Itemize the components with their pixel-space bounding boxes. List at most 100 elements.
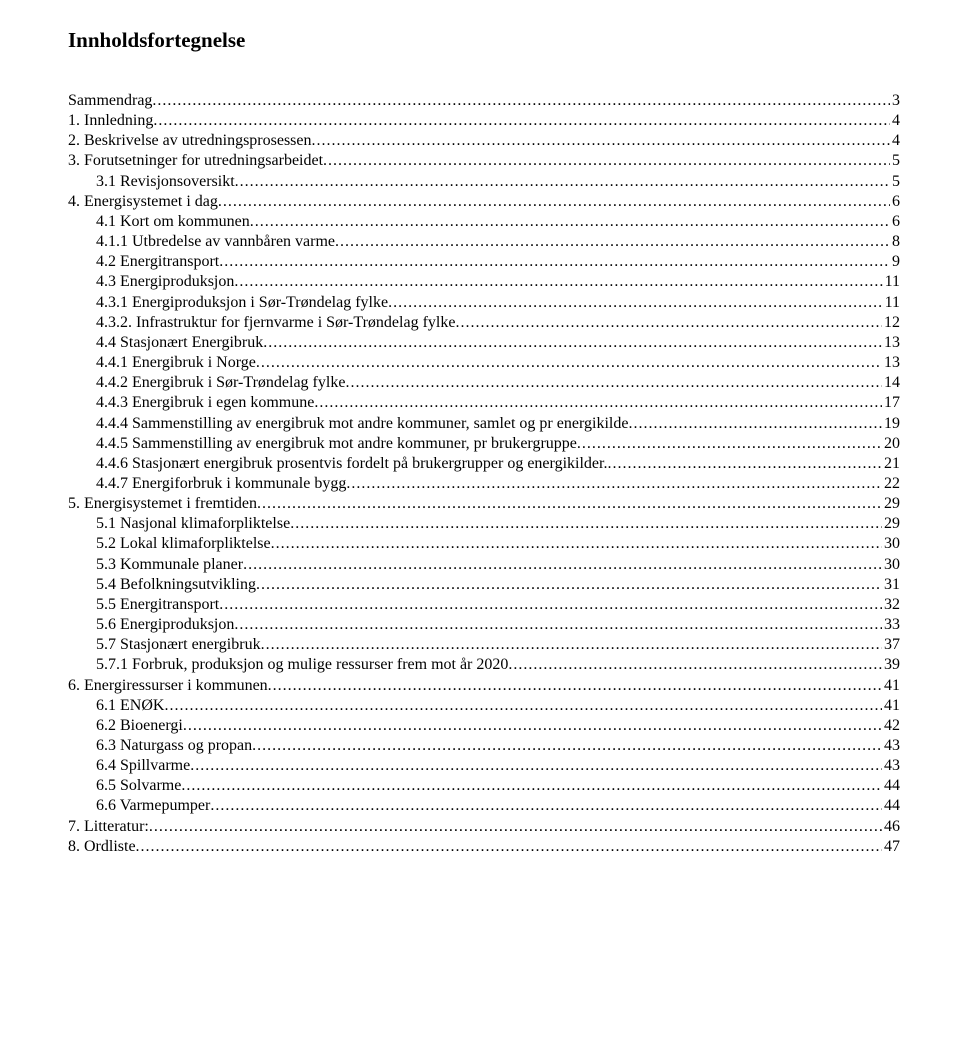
toc-leader-dots xyxy=(234,615,882,635)
toc-entry-label: 4.1.1 Utbredelse av vannbåren varme xyxy=(96,232,335,252)
toc-entry-label: Sammendrag xyxy=(68,91,152,111)
toc-leader-dots xyxy=(183,716,882,736)
toc-leader-dots xyxy=(268,676,882,696)
toc-entry: 4.1.1 Utbredelse av vannbåren varme8 xyxy=(68,232,900,252)
toc-entry-label: 4.4.1 Energibruk i Norge xyxy=(96,353,256,373)
toc-entry-page: 46 xyxy=(882,817,900,837)
toc-leader-dots xyxy=(149,817,882,837)
toc-entry: 5.4 Befolkningsutvikling31 xyxy=(68,575,900,595)
toc-leader-dots xyxy=(164,696,882,716)
toc-entry: 4.3.1 Energiproduksjon i Sør-Trøndelag f… xyxy=(68,293,900,313)
toc-entry-label: 4.3 Energiproduksjon xyxy=(96,272,234,292)
toc-leader-dots xyxy=(190,756,882,776)
toc-leader-dots xyxy=(257,494,882,514)
toc-entry: 6. Energiressurser i kommunen 41 xyxy=(68,676,900,696)
toc-leader-dots xyxy=(290,514,882,534)
toc-entry-label: 4.4.4 Sammenstilling av energibruk mot a… xyxy=(96,414,628,434)
toc-entry-label: 6.1 ENØK xyxy=(96,696,164,716)
toc-entry: 4.4.1 Energibruk i Norge13 xyxy=(68,353,900,373)
toc-entry-page: 29 xyxy=(882,494,900,514)
toc-leader-dots xyxy=(256,353,882,373)
toc-entry-label: 4.2 Energitransport xyxy=(96,252,219,272)
toc-entry: 5.5 Energitransport32 xyxy=(68,595,900,615)
toc-entry-label: 6.6 Varmepumper xyxy=(96,796,210,816)
toc-entry: 1. Innledning4 xyxy=(68,111,900,131)
toc-entry-page: 11 xyxy=(883,272,900,292)
toc-entry-page: 14 xyxy=(882,373,900,393)
toc-entry: 6.1 ENØK 41 xyxy=(68,696,900,716)
toc-entry: 4.4.2 Energibruk i Sør-Trøndelag fylke 14 xyxy=(68,373,900,393)
toc-entry-page: 42 xyxy=(882,716,900,736)
toc-leader-dots xyxy=(335,232,890,252)
toc-entry: 5.6 Energiproduksjon 33 xyxy=(68,615,900,635)
toc-entry-label: 2. Beskrivelse av utredningsprosessen xyxy=(68,131,312,151)
toc-entry-label: 4. Energisystemet i dag xyxy=(68,192,218,212)
toc-entry: 6.4 Spillvarme43 xyxy=(68,756,900,776)
toc-entry: 3. Forutsetninger for utredningsarbeidet… xyxy=(68,151,900,171)
toc-leader-dots xyxy=(508,655,882,675)
toc-entry-label: 5.4 Befolkningsutvikling xyxy=(96,575,256,595)
toc-entry-page: 29 xyxy=(882,514,900,534)
toc-leader-dots xyxy=(152,91,890,111)
toc-entry: 4.2 Energitransport 9 xyxy=(68,252,900,272)
toc-leader-dots xyxy=(261,635,882,655)
toc-entry: 6.3 Naturgass og propan 43 xyxy=(68,736,900,756)
toc-leader-dots xyxy=(607,454,882,474)
toc-entry-label: 6.4 Spillvarme xyxy=(96,756,190,776)
toc-entry-page: 39 xyxy=(882,655,900,675)
toc-entry: 5.1 Nasjonal klimaforpliktelse29 xyxy=(68,514,900,534)
toc-entry: 6.2 Bioenergi 42 xyxy=(68,716,900,736)
toc-entry-label: 5.7 Stasjonært energibruk xyxy=(96,635,261,655)
toc-entry-page: 19 xyxy=(882,414,900,434)
toc-leader-dots xyxy=(235,172,890,192)
toc-entry: 5.2 Lokal klimaforpliktelse30 xyxy=(68,534,900,554)
toc-entry-page: 37 xyxy=(882,635,900,655)
toc-leader-dots xyxy=(181,776,882,796)
toc-entry: 5. Energisystemet i fremtiden29 xyxy=(68,494,900,514)
toc-entry-label: 5.2 Lokal klimaforpliktelse xyxy=(96,534,271,554)
toc-entry-page: 43 xyxy=(882,736,900,756)
toc-leader-dots xyxy=(234,272,882,292)
toc-entry: 4.4.7 Energiforbruk i kommunale bygg22 xyxy=(68,474,900,494)
toc-entry-label: 4.1 Kort om kommunen xyxy=(96,212,250,232)
toc-entry: 5.7.1 Forbruk, produksjon og mulige ress… xyxy=(68,655,900,675)
toc-entry-label: 6. Energiressurser i kommunen xyxy=(68,676,268,696)
toc-entry: 7. Litteratur:46 xyxy=(68,817,900,837)
toc-entry-label: 5.7.1 Forbruk, produksjon og mulige ress… xyxy=(96,655,508,675)
toc-leader-dots xyxy=(577,434,882,454)
toc-entry-page: 32 xyxy=(882,595,900,615)
toc-entry-label: 6.3 Naturgass og propan xyxy=(96,736,252,756)
toc-entry: 4.4.3 Energibruk i egen kommune17 xyxy=(68,393,900,413)
toc-entry-page: 5 xyxy=(890,172,900,192)
toc-entry-page: 41 xyxy=(882,676,900,696)
toc-entry-page: 30 xyxy=(882,555,900,575)
toc-entry: 2. Beskrivelse av utredningsprosessen4 xyxy=(68,131,900,151)
toc-entry-label: 5.6 Energiproduksjon xyxy=(96,615,234,635)
toc-entry-page: 6 xyxy=(890,212,900,232)
toc-entry-label: 5.3 Kommunale planer xyxy=(96,555,243,575)
toc-entry-page: 41 xyxy=(882,696,900,716)
toc-leader-dots xyxy=(271,534,882,554)
toc-entry: 4.4.4 Sammenstilling av energibruk mot a… xyxy=(68,414,900,434)
toc-leader-dots xyxy=(218,192,890,212)
toc-entry-page: 11 xyxy=(883,293,900,313)
toc-entry-label: 6.2 Bioenergi xyxy=(96,716,183,736)
toc-leader-dots xyxy=(345,373,882,393)
toc-leader-dots xyxy=(312,131,890,151)
toc-entry-page: 47 xyxy=(882,837,900,857)
toc-entry-page: 5 xyxy=(890,151,900,171)
toc-entry: 4.1 Kort om kommunen 6 xyxy=(68,212,900,232)
toc-entry: 5.3 Kommunale planer 30 xyxy=(68,555,900,575)
toc-entry-page: 4 xyxy=(890,111,900,131)
toc-entry-page: 33 xyxy=(882,615,900,635)
toc-leader-dots xyxy=(346,474,882,494)
toc-entry-label: 4.4.2 Energibruk i Sør-Trøndelag fylke xyxy=(96,373,345,393)
toc-entry-page: 9 xyxy=(890,252,900,272)
toc-entry-label: 4.4.3 Energibruk i egen kommune xyxy=(96,393,314,413)
toc-entry: 8. Ordliste47 xyxy=(68,837,900,857)
toc-entry-page: 21 xyxy=(882,454,900,474)
toc-leader-dots xyxy=(219,252,890,272)
toc-list: Sammendrag31. Innledning42. Beskrivelse … xyxy=(68,91,900,857)
toc-leader-dots xyxy=(219,595,882,615)
toc-entry-page: 13 xyxy=(882,333,900,353)
